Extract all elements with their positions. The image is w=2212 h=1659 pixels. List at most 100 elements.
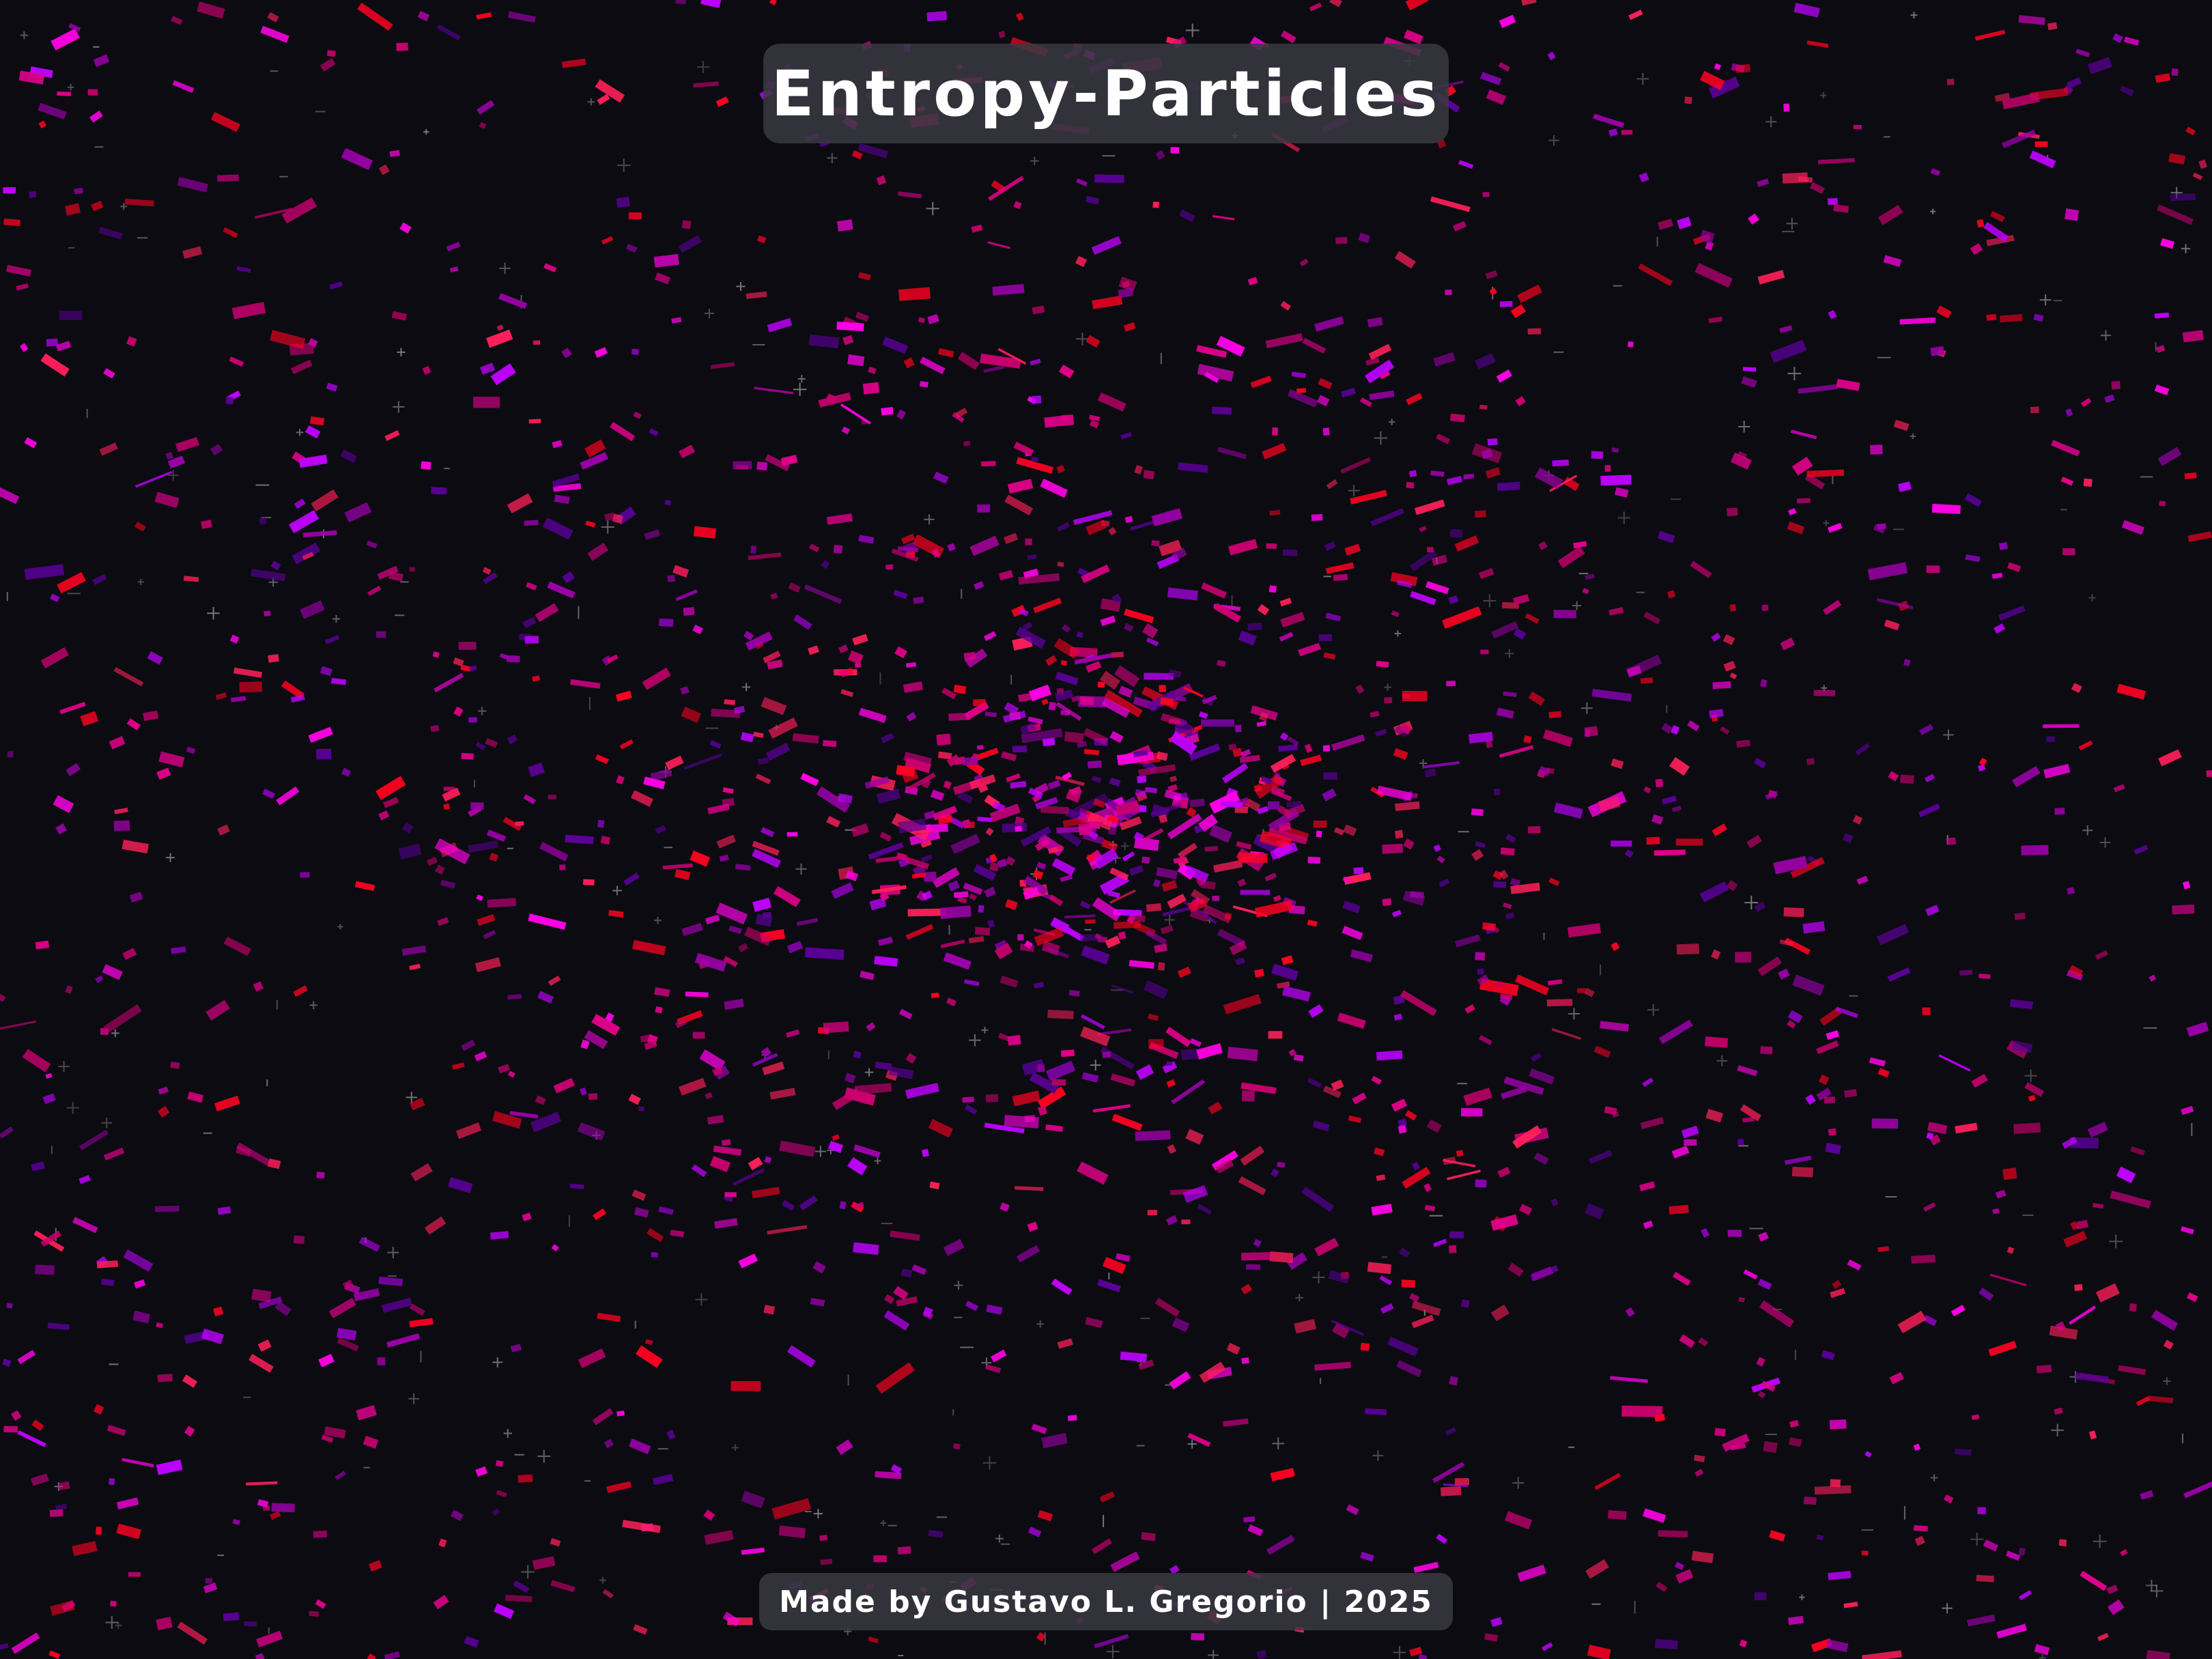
particle [1763, 1441, 1778, 1454]
particle [1093, 798, 1106, 808]
particle [1888, 771, 1899, 782]
particle [642, 667, 671, 690]
particle [1433, 844, 1441, 852]
particle [507, 734, 518, 745]
particle [1727, 507, 1738, 517]
particle [816, 786, 851, 813]
particle [597, 94, 610, 105]
particle [812, 1261, 826, 1274]
particle [1021, 728, 1063, 743]
particle [955, 408, 968, 419]
particle [1672, 1271, 1691, 1286]
particle [1490, 1617, 1503, 1628]
particle [0, 992, 6, 1002]
particle [57, 571, 86, 594]
particle [1757, 178, 1770, 187]
particle [1877, 205, 1903, 225]
particle [623, 873, 640, 886]
particle [1598, 796, 1621, 812]
particle [1197, 363, 1234, 382]
particle [1032, 305, 1045, 315]
particle [1787, 1010, 1803, 1023]
particle [1432, 1462, 1465, 1484]
particle [1371, 1075, 1382, 1085]
particle [183, 576, 199, 582]
particle [1512, 594, 1530, 606]
particle [2182, 881, 2191, 890]
particle [477, 914, 496, 926]
particle [752, 1053, 778, 1067]
particle [268, 653, 279, 663]
particle [1411, 1314, 1434, 1329]
particle [1280, 30, 1296, 44]
particle [721, 1139, 731, 1146]
particle [122, 1458, 154, 1468]
particle [994, 942, 1013, 960]
star-mark [2088, 594, 2096, 601]
particle [1452, 221, 1467, 231]
particle [597, 819, 605, 828]
particle [1693, 1454, 1705, 1462]
particle [853, 1202, 864, 1210]
particle [2087, 1122, 2108, 1138]
star-mark [1394, 630, 1402, 637]
particle [1186, 807, 1197, 818]
particle [1983, 222, 2009, 242]
star-mark [387, 1247, 399, 1259]
particle [1979, 757, 1987, 767]
particle [1266, 543, 1277, 550]
star-mark [58, 1060, 70, 1073]
particle [1646, 836, 1660, 845]
particle [652, 1473, 674, 1486]
particle [1331, 734, 1365, 751]
particle [890, 1464, 903, 1474]
particle [1517, 1564, 1546, 1583]
particle [2083, 478, 2093, 487]
particle [1651, 814, 1664, 825]
particle [1279, 632, 1294, 642]
particle [391, 311, 408, 321]
particle [210, 443, 223, 456]
particle [417, 10, 430, 22]
particle [1048, 702, 1056, 711]
particle [1123, 322, 1136, 332]
particle [1254, 900, 1294, 918]
particle [905, 1082, 939, 1099]
particle [1600, 474, 1632, 486]
particle [1019, 722, 1036, 735]
particle [1168, 718, 1181, 725]
particle [1036, 1632, 1046, 1642]
particle [1404, 1110, 1417, 1121]
particle [1787, 508, 1797, 515]
particle [1050, 917, 1070, 933]
particle [1103, 1257, 1126, 1275]
particle [667, 574, 676, 582]
particle [320, 666, 332, 677]
particle [675, 0, 686, 5]
particle [270, 330, 306, 350]
particle [851, 823, 870, 837]
particle [992, 283, 1025, 296]
particle [1572, 541, 1587, 549]
particle [1167, 784, 1178, 793]
particle [1177, 966, 1191, 978]
particle [838, 644, 849, 654]
particle [302, 552, 314, 561]
particle [2062, 1136, 2078, 1149]
particle [905, 757, 931, 774]
particle [156, 1322, 164, 1329]
particle [1169, 776, 1178, 782]
particle [1001, 751, 1017, 762]
particle [1198, 711, 1208, 719]
particle [984, 711, 997, 718]
particle [1228, 539, 1258, 556]
particle [948, 712, 971, 721]
particle [1976, 1574, 1994, 1583]
star-mark [397, 348, 406, 357]
particle [1490, 1214, 1518, 1231]
particle [1142, 856, 1150, 864]
particle [2075, 1372, 2109, 1384]
particle [292, 542, 321, 565]
particle [313, 1530, 328, 1538]
